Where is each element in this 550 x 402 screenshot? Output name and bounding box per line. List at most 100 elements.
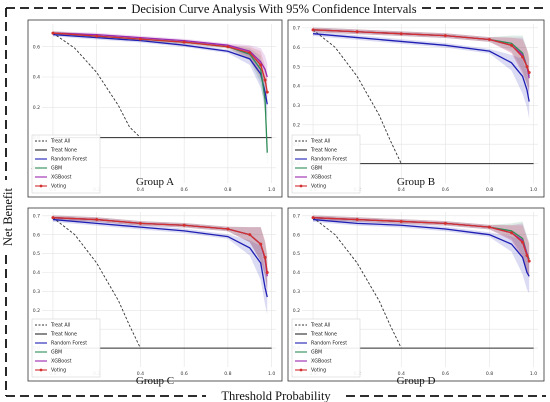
panel-label: Group A xyxy=(136,176,174,188)
data-point-voting xyxy=(51,31,55,35)
data-point-voting xyxy=(248,233,252,237)
y-tick-label: 0.7 xyxy=(293,213,300,219)
data-point-voting xyxy=(263,78,267,82)
figure-frame xyxy=(5,7,546,397)
data-point-voting xyxy=(510,231,514,235)
legend: Treat All Treat None Random Forest GBM XGBoo… xyxy=(31,134,101,194)
legend-entry: XGBoost xyxy=(51,175,72,181)
data-point-voting xyxy=(443,221,447,225)
legend-box xyxy=(291,134,361,194)
data-point-voting xyxy=(355,30,359,34)
series-line-random-forest xyxy=(312,218,530,277)
legend-entry: XGBoost xyxy=(311,359,332,365)
data-point-voting xyxy=(138,221,142,225)
x-tick-label: 0.6 xyxy=(442,187,449,193)
legend: Treat All Treat None Random Forest GBM XGBoo… xyxy=(31,318,101,378)
x-tick-label: 0.8 xyxy=(224,371,231,377)
legend-entry: Voting xyxy=(51,368,66,374)
grid xyxy=(302,24,538,183)
data-point-voting xyxy=(355,218,359,222)
legend-entry: Voting xyxy=(311,368,326,374)
data-point-voting xyxy=(265,90,269,94)
x-tick-label: 0.4 xyxy=(137,187,144,193)
data-point-voting xyxy=(226,227,230,231)
series-line-treat-all xyxy=(52,217,141,349)
legend-box xyxy=(31,318,101,378)
legend-box xyxy=(31,134,101,194)
legend-entry: Voting xyxy=(311,184,326,190)
panels: 0.00.20.40.60.81.0-0.20.00.20.40.6Treat … xyxy=(27,19,545,387)
series-line-random-forest xyxy=(312,33,530,102)
data-point-voting xyxy=(138,37,142,41)
y-tick-label: 0.4 xyxy=(33,270,40,276)
x-tick-label: 0.4 xyxy=(137,371,144,377)
x-tick-label: 1.0 xyxy=(268,187,275,193)
panel-3: 0.00.20.40.60.81.00.00.10.20.30.40.50.60… xyxy=(27,207,283,387)
data-point-voting xyxy=(51,216,55,220)
data-point-voting xyxy=(95,34,99,38)
y-tick-label: 0.3 xyxy=(293,289,300,295)
x-tick-label: 0.4 xyxy=(398,371,405,377)
data-point-voting xyxy=(510,43,514,47)
y-tick-label: 0.4 xyxy=(293,84,300,90)
data-point-voting xyxy=(263,255,267,259)
legend-entry: GBM xyxy=(311,166,322,172)
series-line-random-forest xyxy=(52,218,268,298)
legend-entry: Treat All xyxy=(310,139,330,145)
x-tick-label: 0.8 xyxy=(486,371,493,377)
panel-label: Group C xyxy=(136,375,174,387)
data-point-voting xyxy=(248,51,252,55)
data-point-voting xyxy=(487,38,491,42)
legend-marker xyxy=(39,368,43,372)
y-tick-label: 0.5 xyxy=(293,251,300,257)
y-tick-label: 0.7 xyxy=(33,213,40,219)
data-point-voting xyxy=(487,225,491,229)
figure-ylabel: Net Benefit xyxy=(1,187,15,245)
data-point-voting xyxy=(265,270,269,274)
y-tick-label: 0.6 xyxy=(293,232,300,238)
y-tick-label: 0.6 xyxy=(33,232,40,238)
legend-box xyxy=(291,318,361,378)
legend-entry: Treat None xyxy=(310,148,337,154)
series-line-treat-all xyxy=(52,32,141,138)
legend-entry: Treat None xyxy=(310,332,337,338)
data-point-voting xyxy=(311,28,315,32)
data-point-voting xyxy=(182,223,186,227)
data-point-voting xyxy=(399,32,403,36)
legend-entry: Random Forest xyxy=(51,341,87,347)
legend-entry: GBM xyxy=(51,166,62,172)
y-tick-label: 0.4 xyxy=(293,270,300,276)
data-point-voting xyxy=(399,219,403,223)
legend-entry: GBM xyxy=(311,350,322,356)
y-tick-label: 0.3 xyxy=(293,103,300,109)
y-tick-label: 0.2 xyxy=(33,105,40,111)
x-tick-label: 0.6 xyxy=(442,371,449,377)
legend-marker xyxy=(39,184,43,188)
legend-entry: Treat All xyxy=(50,323,70,329)
legend-entry: Treat All xyxy=(50,139,70,145)
legend-entry: Random Forest xyxy=(51,157,87,163)
data-point-voting xyxy=(226,45,230,49)
x-tick-label: 0.8 xyxy=(224,187,231,193)
data-point-voting xyxy=(527,259,531,263)
x-tick-label: 0.4 xyxy=(398,187,405,193)
y-tick-label: 0.4 xyxy=(33,75,40,81)
figure-title: Decision Curve Analysis With 95% Confide… xyxy=(131,2,416,16)
figure-xlabel: Threshold Probability xyxy=(221,389,331,402)
y-tick-label: 0.6 xyxy=(293,45,300,51)
legend: Treat All Treat None Random Forest GBM XGBoo… xyxy=(291,318,361,378)
data-point-voting xyxy=(182,40,186,44)
x-tick-label: 1.0 xyxy=(268,371,275,377)
legend-entry: Treat None xyxy=(50,148,77,154)
y-tick-label: 0.3 xyxy=(33,289,40,295)
x-tick-label: 1.0 xyxy=(530,187,537,193)
legend-entry: Treat None xyxy=(50,332,77,338)
series-line-xgboost xyxy=(52,32,268,78)
legend-marker xyxy=(299,368,303,372)
data-point-voting xyxy=(527,70,531,74)
y-tick-label: 0.2 xyxy=(33,308,40,314)
panel-label: Group D xyxy=(397,375,436,387)
data-point-voting xyxy=(311,216,315,220)
legend: Treat All Treat None Random Forest GBM XGBoo… xyxy=(291,134,361,194)
